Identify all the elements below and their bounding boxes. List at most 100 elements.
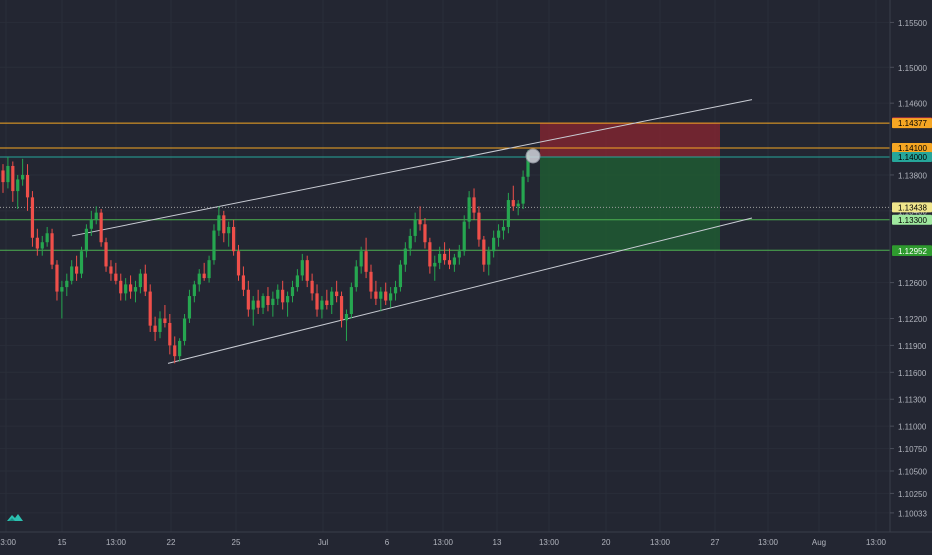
- candle-body: [178, 340, 182, 357]
- time-tick-label: 20: [602, 538, 611, 547]
- candle-body: [25, 174, 30, 198]
- tradingview-logo-icon[interactable]: [6, 510, 24, 524]
- candle-body: [114, 273, 118, 281]
- candle-body: [133, 287, 138, 292]
- trend-channel[interactable]: [71, 99, 753, 364]
- candle-body: [413, 219, 417, 236]
- stop-loss-zone[interactable]: [540, 122, 720, 157]
- grid: [0, 0, 890, 532]
- candle-body: [212, 230, 216, 261]
- price-label-bg: [892, 118, 932, 129]
- candle-body: [369, 271, 373, 292]
- candle-body: [496, 230, 501, 238]
- candle-body: [45, 233, 49, 243]
- candle-body: [349, 287, 353, 314]
- candle-body: [403, 248, 407, 265]
- candle-body: [325, 300, 329, 306]
- candle-body: [271, 298, 275, 306]
- time-tick-label: 13:00: [433, 538, 454, 547]
- candle-body: [138, 273, 142, 288]
- time-tick-label: 13:00: [758, 538, 779, 547]
- candle-body: [384, 291, 388, 301]
- candle-body: [187, 296, 192, 319]
- candle-body: [344, 313, 349, 321]
- candle-body: [182, 318, 187, 341]
- candle-body: [452, 257, 457, 265]
- candle-body: [109, 266, 113, 274]
- price-tick-label: 1.13800: [898, 171, 927, 180]
- price-tick-label: 1.12600: [898, 279, 927, 288]
- candle-body: [335, 291, 339, 297]
- time-tick-label: 22: [167, 538, 176, 547]
- price-label: 1.14000: [898, 153, 927, 162]
- candle-body: [158, 318, 162, 332]
- price-tick-label: 1.15000: [898, 64, 927, 73]
- candle-body: [143, 273, 147, 292]
- candle-body: [173, 345, 177, 357]
- price-tick-label: 1.11900: [898, 342, 927, 351]
- candle-body: [124, 284, 128, 294]
- time-tick-label: Jul: [318, 538, 328, 547]
- price-tick-label: 1.12200: [898, 315, 927, 324]
- candle-body: [438, 253, 442, 263]
- time-tick-label: 13:00: [106, 538, 127, 547]
- price-tick-label: 1.11000: [898, 423, 927, 432]
- price-label: 1.14100: [898, 144, 927, 153]
- position-zones[interactable]: [540, 122, 720, 251]
- take-profit-zone[interactable]: [540, 156, 720, 251]
- price-axis[interactable]: 1.155001.150001.146001.138001.134001.126…: [890, 19, 927, 518]
- candle-body: [70, 266, 74, 281]
- candle-body: [379, 291, 383, 299]
- candle-body: [128, 284, 133, 292]
- candle-body: [472, 197, 476, 213]
- candle-body: [222, 215, 226, 234]
- channel-lower-line[interactable]: [167, 217, 753, 364]
- candle-body: [364, 251, 368, 272]
- price-tick-label: 1.11300: [898, 396, 927, 405]
- price-label-bg: [892, 246, 932, 257]
- candle-body: [202, 273, 206, 279]
- candle-body: [217, 215, 221, 231]
- price-tick-label: 1.10500: [898, 467, 927, 476]
- candle-body: [526, 155, 530, 177]
- price-tick-label: 1.15500: [898, 19, 927, 28]
- candle-body: [232, 226, 236, 252]
- price-label-bg: [892, 214, 932, 225]
- candle-body: [1, 170, 5, 183]
- candle-body: [305, 260, 309, 281]
- candle-body: [84, 228, 89, 252]
- time-tick-label: 13:00: [650, 538, 671, 547]
- price-label: 1.13300: [898, 216, 927, 225]
- candle-body: [256, 300, 260, 308]
- candle-body: [227, 226, 231, 234]
- candle-body: [168, 322, 172, 346]
- channel-upper-line[interactable]: [71, 99, 753, 237]
- candle-body: [398, 264, 403, 288]
- candle-body: [119, 280, 123, 294]
- entry-marker[interactable]: [525, 148, 541, 164]
- time-tick-label: 13: [493, 538, 502, 547]
- candle-body: [310, 280, 314, 294]
- candle-body: [393, 287, 398, 294]
- candle-body: [148, 291, 152, 326]
- time-tick-label: 6: [385, 538, 390, 547]
- candle-body: [60, 287, 64, 292]
- candle-body: [511, 200, 515, 207]
- entry-point-marker[interactable]: [525, 148, 541, 164]
- candle-body: [477, 212, 481, 240]
- time-tick-label: 27: [711, 538, 720, 547]
- candle-body: [241, 275, 246, 290]
- candle-body: [482, 239, 486, 265]
- candle-body: [423, 224, 427, 243]
- price-labels: 1.143841.143771.141011.141001.140001.134…: [892, 117, 932, 257]
- price-tick-label: 1.14600: [898, 100, 927, 109]
- time-axis[interactable]: 13:00 15 13:00 22 25 Jul 6 13:00 13 13:00 20 13:00 2…: [0, 538, 887, 547]
- candle-body: [501, 226, 506, 231]
- candle-body: [447, 260, 452, 265]
- candle-body: [55, 264, 59, 292]
- candles: [1, 149, 530, 364]
- price-label: 1.13438: [898, 203, 927, 212]
